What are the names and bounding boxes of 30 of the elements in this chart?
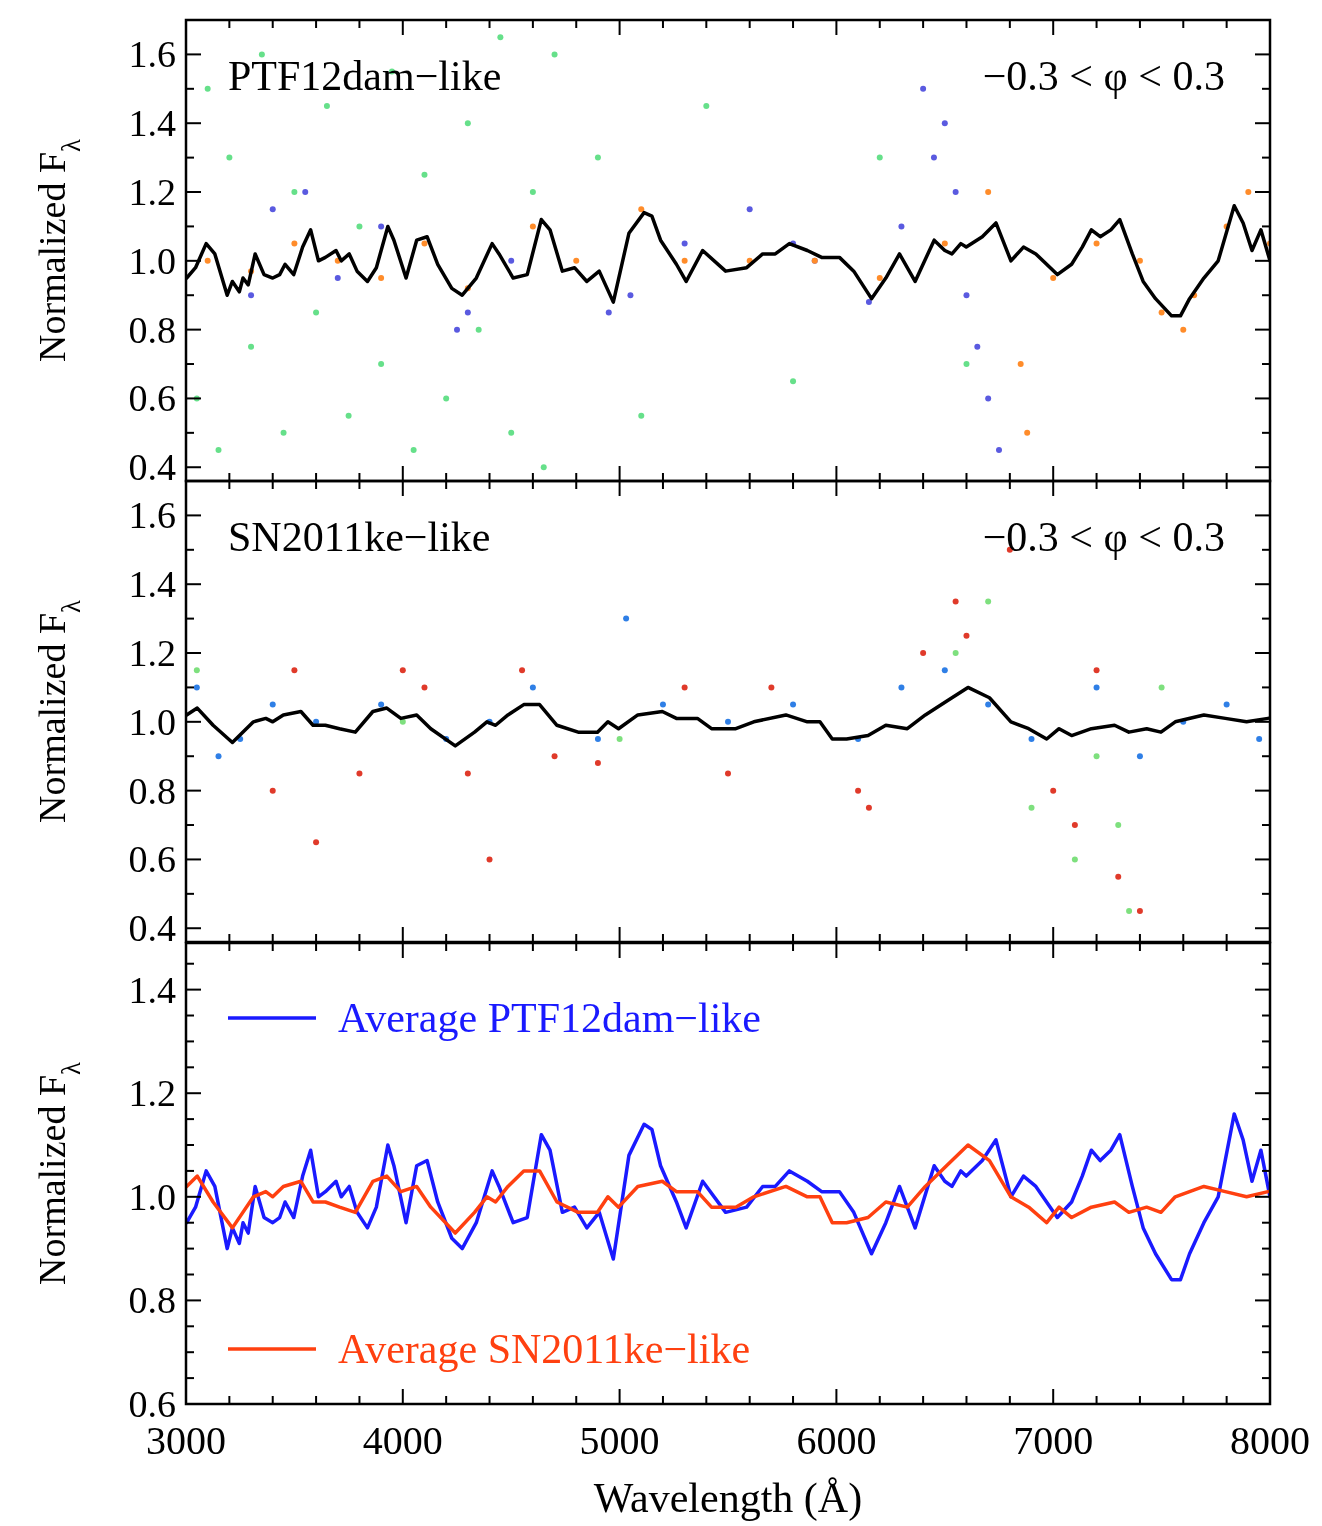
legend-label: Average SN2011ke−like [338, 1326, 751, 1372]
y-tick-label: 1.4 [128, 563, 176, 606]
y-tick-label: 0.8 [128, 1279, 176, 1322]
annotation: −0.3 < φ < 0.3 [982, 53, 1225, 99]
y-tick-label: 1.0 [128, 239, 176, 282]
y-tick-label: 1.2 [128, 171, 176, 214]
y-tick-label: 0.6 [128, 838, 176, 881]
annotation: SN2011ke−like [228, 514, 491, 560]
y-tick-label: 0.4 [128, 446, 176, 489]
y-tick-label: 0.6 [128, 377, 176, 420]
y-tick-label: 0.8 [128, 769, 176, 812]
y-tick-label: 1.2 [128, 632, 176, 675]
y-tick-label: 1.0 [128, 700, 176, 743]
y-tick-label: 0.4 [128, 907, 176, 950]
x-tick-label: 8000 [1230, 1418, 1310, 1463]
y-tick-label: 1.0 [128, 1175, 176, 1218]
x-tick-label: 5000 [579, 1418, 660, 1463]
legend-label: Average PTF12dam−like [338, 995, 761, 1041]
annotation: PTF12dam−like [228, 53, 502, 99]
y-tick-label: 1.4 [128, 102, 176, 145]
annotation: −0.3 < φ < 0.3 [982, 514, 1225, 560]
x-axis-title: Wavelength (Å) [593, 1475, 863, 1522]
y-tick-label: 1.4 [128, 968, 176, 1011]
y-tick-label: 0.8 [128, 308, 176, 351]
y-tick-label: 1.6 [128, 33, 176, 76]
y-tick-label: 1.6 [128, 494, 176, 537]
x-tick-label: 7000 [1013, 1418, 1094, 1463]
y-tick-label: 1.2 [128, 1072, 176, 1115]
x-tick-label: 6000 [796, 1418, 877, 1463]
x-tick-label: 4000 [362, 1418, 443, 1463]
